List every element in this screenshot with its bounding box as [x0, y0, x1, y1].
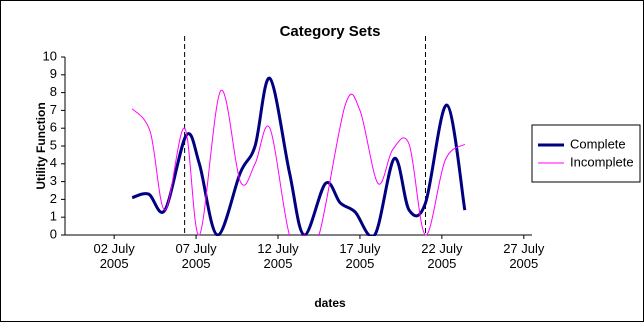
y-tick-label: 3 [50, 173, 57, 188]
y-tick-label: 9 [50, 66, 57, 81]
y-tick-label: 10 [43, 48, 57, 63]
x-axis-label: dates [314, 296, 346, 310]
line-series [131, 76, 467, 236]
x-tick-label: 02 July 2005 [93, 241, 135, 271]
y-tick-label: 7 [50, 102, 57, 117]
x-tick-label: 22 July 2005 [421, 241, 463, 271]
x-tick-label: 17 July 2005 [339, 241, 381, 271]
legend-label: Incomplete [570, 154, 634, 169]
x-tick-label: 27 July 2005 [503, 241, 545, 271]
y-tick-label: 4 [50, 155, 57, 170]
line-series [131, 90, 466, 236]
chart-title: Category Sets [280, 23, 381, 40]
legend [531, 124, 641, 183]
y-tick-label: 6 [50, 120, 57, 135]
y-tick-label: 1 [50, 209, 57, 224]
x-tick-label: 07 July 2005 [175, 241, 217, 271]
y-tick-label: 2 [50, 191, 57, 206]
y-axis-label: Utility Function [34, 102, 48, 189]
y-tick-label: 0 [50, 226, 57, 241]
y-tick-label: 5 [50, 137, 57, 152]
legend-label: Complete [570, 136, 626, 151]
x-tick-label: 12 July 2005 [257, 241, 299, 271]
y-tick-label: 8 [50, 84, 57, 99]
plot-area [131, 76, 467, 236]
